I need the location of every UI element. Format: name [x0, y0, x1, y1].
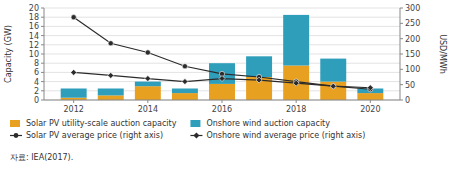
line-series	[71, 15, 373, 92]
x-tick-label: 2012	[63, 105, 83, 114]
bar	[320, 82, 346, 100]
marker	[256, 77, 262, 83]
plot-area	[61, 15, 384, 100]
y-axis-line	[44, 8, 45, 100]
legend-marker	[14, 133, 19, 138]
bar-series	[61, 15, 384, 98]
grid-line	[44, 26, 400, 27]
legend-item: Solar PV average price (right axis)	[10, 131, 163, 140]
footnote: 자료: IEA(2017).	[10, 153, 73, 162]
line-series	[71, 69, 374, 90]
legend-label: Solar PV utility-scale auction capacity	[26, 119, 177, 128]
chart: 0246810121416182005010015020025030020122…	[0, 0, 449, 170]
bar	[172, 89, 198, 94]
price-line	[74, 17, 371, 89]
grid-line	[44, 54, 400, 55]
grid-line	[44, 44, 400, 45]
y-tick-label: 16	[29, 22, 39, 31]
x-axis-line	[44, 100, 400, 101]
y2-tick-label: 100	[405, 65, 420, 74]
bar	[98, 89, 124, 96]
marker	[108, 41, 113, 46]
legend-item: Solar PV utility-scale auction capacity	[10, 119, 177, 128]
x-tick-label: 2016	[212, 105, 232, 114]
y-tick-label: 18	[29, 13, 39, 22]
grid-line	[44, 17, 400, 18]
legend-label: Solar PV average price (right axis)	[26, 131, 163, 140]
bar	[135, 86, 161, 100]
marker	[219, 76, 225, 82]
x-tick-label: 2020	[360, 105, 380, 114]
price-line	[74, 72, 371, 87]
grid-line	[44, 35, 400, 36]
bar	[172, 93, 198, 100]
legend: Solar PV utility-scale auction capacity O…	[10, 119, 365, 140]
marker	[145, 50, 150, 55]
marker	[182, 79, 188, 85]
y2-axis-line	[400, 8, 401, 100]
y-tick-label: 20	[29, 4, 39, 13]
bar	[209, 84, 235, 100]
marker	[182, 64, 187, 69]
grid-line	[44, 100, 400, 101]
x-tick-label: 2014	[138, 105, 158, 114]
y2-tick-label: 200	[405, 35, 420, 44]
y2-tick-label: 250	[405, 19, 420, 28]
bar	[246, 56, 272, 77]
y2-tick-label: 150	[405, 50, 420, 59]
y-tick-label: 10	[29, 50, 39, 59]
legend-swatch	[190, 120, 200, 127]
y-tick-label: 12	[29, 41, 39, 50]
marker	[293, 80, 299, 86]
marker	[71, 69, 77, 75]
y2-tick-label: 50	[405, 81, 415, 90]
y-tick-label: 6	[34, 68, 39, 77]
legend-marker-shape	[14, 133, 19, 138]
x-tick-label: 2018	[286, 105, 306, 114]
marker	[330, 83, 336, 89]
marker	[367, 85, 373, 91]
legend-marker	[193, 133, 199, 139]
legend-swatch	[10, 120, 20, 127]
bar	[320, 59, 346, 82]
y2-tick-label: 0	[405, 96, 410, 105]
y-tick-label: 0	[34, 96, 39, 105]
y-tick-label: 4	[34, 78, 39, 87]
marker	[331, 84, 336, 89]
bar	[283, 15, 309, 66]
y-tick-label: 8	[34, 59, 39, 68]
marker	[145, 76, 151, 82]
bar	[209, 63, 235, 84]
grid-line	[44, 8, 400, 9]
bar	[61, 89, 87, 98]
legend-label: Onshore wind average price (right axis)	[206, 131, 365, 140]
bar	[357, 93, 383, 100]
legend-item: Onshore wind average price (right axis)	[190, 131, 365, 140]
y2-axis-label: USD/MWh	[438, 34, 447, 74]
marker	[71, 15, 76, 20]
y-axis-label: Capacity (GW)	[4, 25, 13, 83]
axes: 0246810121416182005010015020025030020122…	[29, 4, 420, 114]
y-tick-label: 14	[29, 32, 39, 41]
y2-tick-label: 300	[405, 4, 420, 13]
legend-label: Onshore wind auction capacity	[206, 119, 330, 128]
bar	[98, 95, 124, 100]
y-tick-label: 2	[34, 87, 39, 96]
bar	[135, 82, 161, 87]
legend-marker-shape	[193, 133, 199, 139]
legend-item: Onshore wind auction capacity	[190, 119, 330, 128]
marker	[108, 72, 114, 78]
